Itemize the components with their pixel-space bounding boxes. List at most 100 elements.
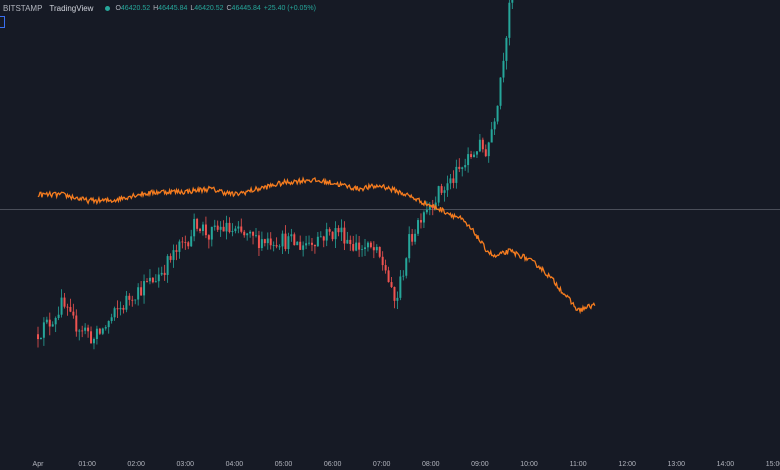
candle-body	[384, 265, 387, 271]
candle-body	[104, 327, 107, 329]
candle-body	[84, 327, 87, 331]
candle-body	[122, 307, 125, 310]
candle-body	[60, 297, 63, 315]
candle-body	[328, 229, 331, 232]
candle-body	[425, 209, 428, 213]
candle-body	[293, 234, 296, 246]
candle-body	[260, 239, 263, 249]
candle-body	[201, 224, 204, 232]
candle-body	[375, 246, 378, 251]
candle-body	[151, 277, 154, 283]
candle-body	[134, 299, 137, 301]
candle-body	[408, 234, 411, 259]
candle-body	[37, 334, 39, 340]
candle-body	[66, 306, 69, 308]
candle-body	[207, 235, 210, 240]
candle-body	[246, 233, 249, 236]
ohlc-high: H46445.84	[153, 4, 188, 12]
candle-body	[184, 242, 187, 243]
candle-body	[101, 328, 104, 334]
candle-body	[92, 338, 95, 344]
candle-body	[281, 233, 284, 247]
candle-body	[181, 241, 184, 243]
candle-body	[352, 244, 355, 251]
candle-body	[493, 121, 496, 130]
candle-body	[237, 226, 240, 229]
candle-body	[110, 317, 113, 322]
candle-body	[240, 226, 243, 232]
candle-body	[372, 247, 375, 251]
candle-body	[272, 245, 275, 246]
candle-body	[490, 129, 493, 143]
candle-body	[148, 277, 151, 282]
candle-body	[296, 241, 299, 246]
candle-body	[308, 242, 311, 244]
candle-body	[78, 330, 81, 332]
candle-body	[381, 256, 384, 266]
candle-body	[334, 228, 337, 240]
candle-body	[266, 238, 269, 244]
candle-body	[343, 227, 346, 244]
candle-body	[366, 242, 369, 248]
candle-body	[484, 149, 487, 157]
ohlc-open: O46420.52	[115, 4, 151, 12]
candle-body	[213, 225, 216, 227]
candle-body	[116, 308, 119, 310]
candle-body	[284, 233, 287, 250]
candle-body	[452, 178, 455, 183]
candle-body	[263, 239, 266, 244]
candle-body	[269, 238, 272, 246]
x-axis-tick-label: 10:00	[520, 461, 538, 468]
candle-body	[346, 239, 349, 244]
candle-body	[411, 234, 414, 242]
x-axis-tick-label: 15:00	[766, 461, 780, 468]
candle-body	[349, 239, 352, 245]
candle-body	[461, 167, 464, 169]
candle-body	[419, 220, 422, 223]
candle-body	[458, 166, 461, 169]
candle-body	[146, 281, 149, 282]
candle-body	[431, 204, 434, 209]
brand-label: TradingView	[49, 3, 94, 13]
candle-body	[231, 231, 234, 233]
candle-body	[364, 247, 367, 250]
candle-body	[210, 226, 213, 240]
candle-body	[275, 245, 278, 247]
candle-body	[252, 231, 255, 236]
candle-body	[140, 287, 143, 296]
candle-body	[355, 242, 358, 251]
candle-body	[322, 236, 325, 241]
candle-body	[455, 166, 458, 183]
candle-body	[331, 231, 334, 240]
x-axis-tick-label: 11:00	[570, 461, 587, 468]
x-axis-tick-label: 01:00	[78, 461, 96, 468]
candle-body	[405, 258, 408, 276]
collapse-toggle-icon[interactable]	[0, 16, 5, 28]
candle-body	[313, 244, 316, 247]
candle-body	[443, 190, 446, 193]
candle-body	[219, 226, 222, 230]
candle-body	[299, 241, 302, 250]
candle-body	[42, 322, 45, 338]
candle-body	[69, 307, 72, 312]
overlay-series-line	[37, 176, 596, 315]
candle-body	[119, 307, 122, 310]
candle-body	[225, 222, 228, 232]
candle-body	[475, 151, 478, 155]
x-axis-tick-label: 03:00	[177, 461, 195, 468]
candle-body	[154, 281, 157, 283]
candle-body	[290, 234, 293, 237]
candle-body	[157, 274, 160, 282]
candle-body	[325, 229, 328, 241]
candle-body	[399, 276, 402, 298]
candle-body	[222, 226, 225, 232]
candle-body	[496, 105, 499, 122]
candle-body	[473, 154, 476, 158]
candle-body	[278, 246, 281, 248]
candle-body	[417, 220, 420, 234]
status-dot-icon	[105, 5, 111, 11]
candle-body	[449, 178, 452, 184]
candle-body	[396, 297, 399, 301]
